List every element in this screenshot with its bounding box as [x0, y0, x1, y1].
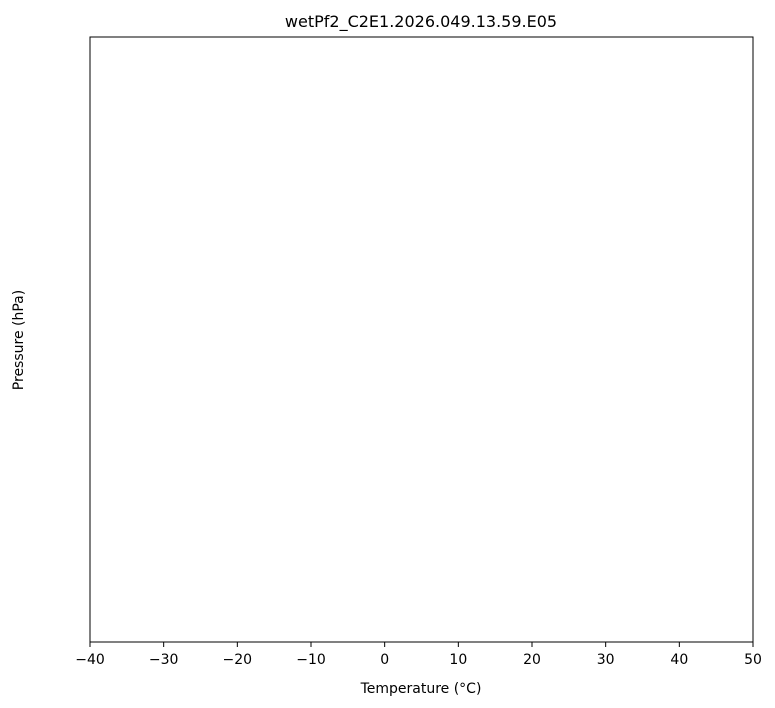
x-tick-label: 40: [670, 652, 688, 668]
x-tick-label: −40: [75, 652, 105, 668]
x-tick-label: 50: [744, 652, 762, 668]
x-tick-label: 10: [449, 652, 467, 668]
x-tick-label: −10: [296, 652, 326, 668]
x-axis: −40 −30 −20 −10 0 10 20 30 40 50: [75, 642, 762, 668]
x-axis-label: Temperature (°C): [360, 681, 482, 697]
x-tick-label: 30: [597, 652, 615, 668]
chart-title: wetPf2_C2E1.2026.049.13.59.E05: [285, 12, 557, 32]
plot-frame: [89, 36, 754, 643]
y-axis-label: Pressure (hPa): [11, 290, 27, 390]
x-tick-label: −30: [149, 652, 179, 668]
x-tick-label: 0: [380, 652, 389, 668]
x-tick-label: −20: [223, 652, 253, 668]
x-tick-label: 20: [523, 652, 541, 668]
